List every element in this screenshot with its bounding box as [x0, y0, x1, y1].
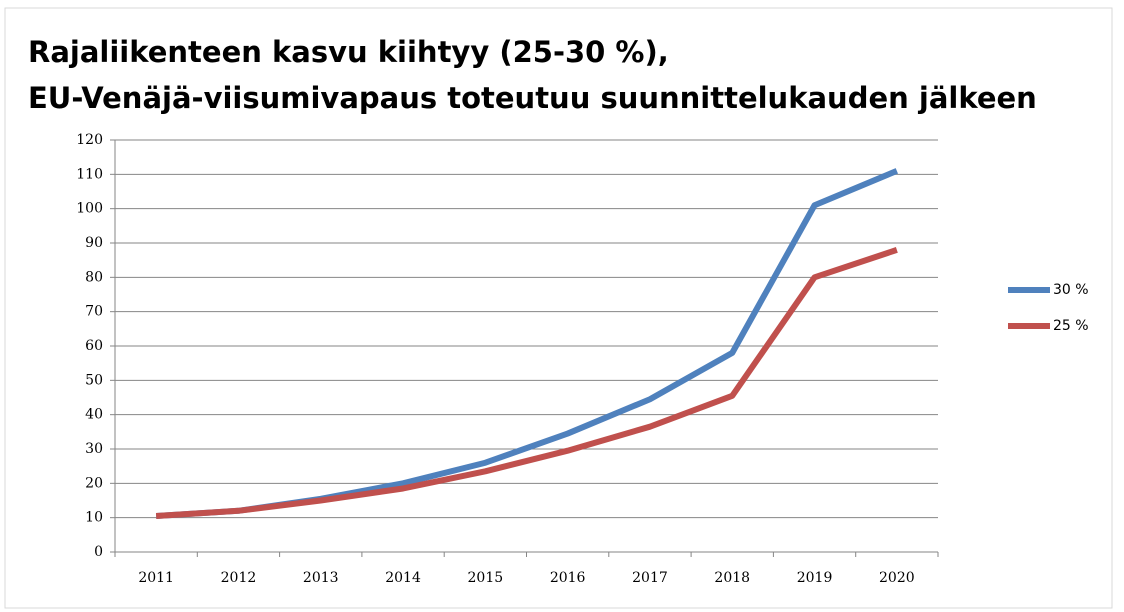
series-line [155, 247, 898, 519]
y-tick-label: 120 [76, 132, 103, 148]
legend-label: 30 % [1053, 282, 1089, 298]
x-tick-label: 2011 [138, 570, 174, 586]
x-tick-label: 2015 [468, 570, 504, 586]
y-tick-label: 0 [94, 544, 103, 560]
y-tick-label: 20 [85, 475, 103, 491]
x-tick-label: 2012 [221, 570, 257, 586]
chart-frame [4, 7, 1113, 609]
x-tick-label: 2017 [632, 570, 668, 586]
chart-title: EU-Venäjä-viisumivapaus toteutuu suunnit… [28, 81, 1037, 115]
y-tick-label: 30 [85, 441, 103, 457]
x-tick-label: 2018 [714, 570, 750, 586]
x-tick-label: 2013 [303, 570, 339, 586]
legend-label: 25 % [1053, 318, 1089, 334]
y-tick-label: 50 [85, 372, 103, 388]
y-tick-label: 60 [85, 338, 103, 354]
x-tick-label: 2016 [550, 570, 586, 586]
y-tick-label: 70 [85, 304, 103, 320]
y-tick-label: 10 [85, 510, 103, 526]
y-tick-label: 110 [76, 166, 103, 182]
chart-title: Rajaliikenteen kasvu kiihtyy (25-30 %), [28, 35, 669, 69]
y-tick-label: 90 [85, 235, 103, 251]
x-tick-label: 2019 [797, 570, 833, 586]
y-tick-label: 40 [85, 407, 103, 423]
x-tick-label: 2020 [879, 570, 915, 586]
y-tick-label: 80 [85, 269, 103, 285]
x-tick-label: 2014 [385, 570, 421, 586]
y-tick-label: 100 [76, 201, 103, 217]
